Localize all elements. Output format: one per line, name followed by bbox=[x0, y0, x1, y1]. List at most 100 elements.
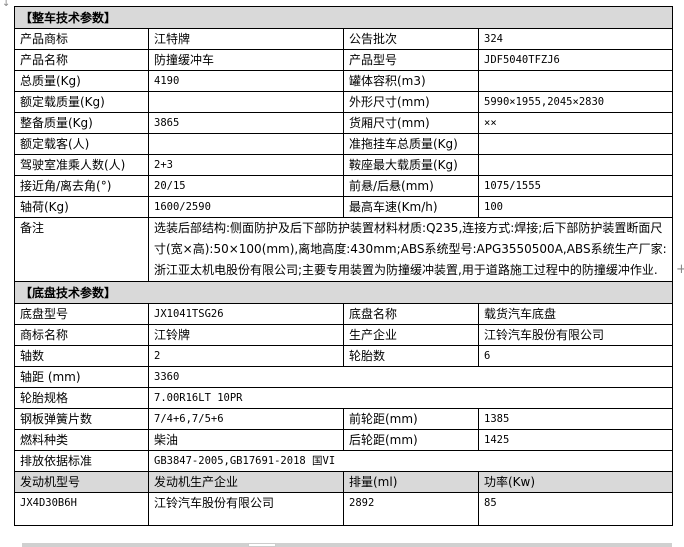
field-label: 总质量(Kg) bbox=[14, 70, 149, 92]
field-value: 5990×1955,2045×2830 bbox=[477, 91, 674, 113]
horizontal-scrollbar[interactable] bbox=[22, 543, 672, 547]
field-label: 产品名称 bbox=[14, 49, 149, 71]
table-row: 驾驶室准乘人数(人) 2+3 鞍座最大载质量(Kg) bbox=[14, 154, 674, 176]
engine-model: JX4D30B6H bbox=[14, 492, 149, 526]
column-header: 功率(Kw) bbox=[477, 471, 674, 493]
field-label: 额定载客(人) bbox=[14, 133, 149, 155]
table-row: 底盘型号 JX1041TSG26 底盘名称 载货汽车底盘 bbox=[14, 303, 674, 325]
field-value: 江铃牌 bbox=[148, 324, 344, 346]
engine-maker: 江铃汽车股份有限公司 bbox=[148, 492, 344, 526]
field-value: 7.00R16LT 10PR bbox=[147, 387, 674, 409]
displacement: 2892 bbox=[343, 492, 479, 526]
spec-table: 【整车技术参数】 产品商标 江特牌 公告批次 324 产品名称 防撞缓冲车 产品型号 JDF5… bbox=[13, 6, 674, 526]
field-label: 前悬/后悬(mm) bbox=[343, 175, 479, 197]
field-label: 公告批次 bbox=[343, 28, 479, 50]
field-label: 产品商标 bbox=[14, 28, 149, 50]
engine-row: JX4D30B6H 江铃汽车股份有限公司 2892 85 bbox=[14, 492, 674, 526]
field-label: 整备质量(Kg) bbox=[14, 112, 149, 134]
field-label: 商标名称 bbox=[14, 324, 149, 346]
field-value: ×× bbox=[477, 112, 674, 134]
field-label: 轮胎数 bbox=[343, 345, 479, 367]
field-value: 柴油 bbox=[148, 429, 344, 451]
field-label: 鞍座最大载质量(Kg) bbox=[343, 154, 479, 176]
vehicle-section-header: 【整车技术参数】 bbox=[13, 6, 674, 29]
field-value: 3865 bbox=[148, 112, 344, 134]
table-row: 产品商标 江特牌 公告批次 324 bbox=[14, 28, 674, 50]
field-label: 轴距 (mm) bbox=[14, 366, 149, 388]
field-label: 准拖挂车总质量(Kg) bbox=[343, 133, 479, 155]
table-row: 燃料种类 柴油 后轮距(mm) 1425 bbox=[14, 429, 674, 451]
column-header: 发动机型号 bbox=[14, 471, 149, 493]
remark-row: 备注 选装后部结构:侧面防护及后下部防护装置材料材质:Q235,连接方式:焊接;… bbox=[14, 217, 674, 282]
field-label: 额定载质量(Kg) bbox=[14, 91, 149, 113]
power: 85 bbox=[477, 492, 674, 526]
scrollbar-thumb[interactable] bbox=[248, 543, 276, 547]
field-label: 最高车速(Km/h) bbox=[343, 196, 479, 218]
field-value: 防撞缓冲车 bbox=[148, 49, 344, 71]
field-label: 产品型号 bbox=[343, 49, 479, 71]
field-label: 罐体容积(m3) bbox=[343, 70, 479, 92]
table-row: 商标名称 江铃牌 生产企业 江铃汽车股份有限公司 bbox=[14, 324, 674, 346]
field-label: 驾驶室准乘人数(人) bbox=[14, 154, 149, 176]
add-row-icon[interactable]: + bbox=[676, 262, 684, 277]
table-row: 产品名称 防撞缓冲车 产品型号 JDF5040TFZJ6 bbox=[14, 49, 674, 71]
chassis-section-header: 【底盘技术参数】 bbox=[13, 281, 674, 304]
section-title: 【整车技术参数】 bbox=[13, 6, 674, 29]
column-header: 发动机生产企业 bbox=[148, 471, 344, 493]
field-label: 排放依据标准 bbox=[14, 450, 149, 472]
table-row: 轮胎规格 7.00R16LT 10PR bbox=[14, 387, 674, 409]
field-label: 外形尺寸(mm) bbox=[343, 91, 479, 113]
field-value: 1075/1555 bbox=[477, 175, 674, 197]
field-value: 2+3 bbox=[148, 154, 344, 176]
field-label: 底盘型号 bbox=[14, 303, 149, 325]
table-row: 总质量(Kg) 4190 罐体容积(m3) bbox=[14, 70, 674, 92]
field-label: 前轮距(mm) bbox=[343, 408, 479, 430]
field-label: 后轮距(mm) bbox=[343, 429, 479, 451]
table-row: 轴距 (mm) 3360 bbox=[14, 366, 674, 388]
field-value bbox=[477, 154, 674, 176]
field-value: GB3847-2005,GB17691-2018 国VI bbox=[147, 450, 674, 472]
table-row: 额定载客(人) 准拖挂车总质量(Kg) bbox=[14, 133, 674, 155]
field-label: 轴荷(Kg) bbox=[14, 196, 149, 218]
table-row: 接近角/离去角(°) 20/15 前悬/后悬(mm) 1075/1555 bbox=[14, 175, 674, 197]
table-row: 轴荷(Kg) 1600/2590 最高车速(Km/h) 100 bbox=[14, 196, 674, 218]
field-value: JDF5040TFZJ6 bbox=[477, 49, 674, 71]
table-row: 额定载质量(Kg) 外形尺寸(mm) 5990×1955,2045×2830 bbox=[14, 91, 674, 113]
field-label: 钢板弹簧片数 bbox=[14, 408, 149, 430]
field-value: 江铃汽车股份有限公司 bbox=[477, 324, 674, 346]
field-value: 3360 bbox=[147, 366, 674, 388]
field-value: 6 bbox=[477, 345, 674, 367]
section-title: 【底盘技术参数】 bbox=[13, 281, 674, 304]
field-value: 1385 bbox=[477, 408, 674, 430]
field-value: JX1041TSG26 bbox=[148, 303, 344, 325]
field-value: 江特牌 bbox=[148, 28, 344, 50]
table-row: 钢板弹簧片数 7/4+6,7/5+6 前轮距(mm) 1385 bbox=[14, 408, 674, 430]
field-label: 燃料种类 bbox=[14, 429, 149, 451]
field-value: 324 bbox=[477, 28, 674, 50]
paragraph-mark-icon: ↓ bbox=[2, 0, 11, 9]
field-value bbox=[477, 70, 674, 92]
field-value: 1600/2590 bbox=[148, 196, 344, 218]
column-header: 排量(ml) bbox=[343, 471, 479, 493]
field-value: 7/4+6,7/5+6 bbox=[148, 408, 344, 430]
table-row: 轴数 2 轮胎数 6 bbox=[14, 345, 674, 367]
field-value: 20/15 bbox=[148, 175, 344, 197]
field-value bbox=[477, 133, 674, 155]
field-label: 货厢尺寸(mm) bbox=[343, 112, 479, 134]
table-row: 整备质量(Kg) 3865 货厢尺寸(mm) ×× bbox=[14, 112, 674, 134]
field-label: 底盘名称 bbox=[343, 303, 479, 325]
field-label: 轴数 bbox=[14, 345, 149, 367]
field-value: 2 bbox=[148, 345, 344, 367]
engine-header-row: 发动机型号 发动机生产企业 排量(ml) 功率(Kw) bbox=[14, 471, 674, 493]
field-value: 载货汽车底盘 bbox=[477, 303, 674, 325]
field-label: 接近角/离去角(°) bbox=[14, 175, 149, 197]
field-value: 1425 bbox=[477, 429, 674, 451]
table-row: 排放依据标准 GB3847-2005,GB17691-2018 国VI bbox=[14, 450, 674, 472]
field-value: 4190 bbox=[148, 70, 344, 92]
field-value bbox=[148, 133, 344, 155]
field-value bbox=[148, 91, 344, 113]
field-label: 生产企业 bbox=[343, 324, 479, 346]
remark-label: 备注 bbox=[14, 217, 149, 282]
field-label: 轮胎规格 bbox=[14, 387, 149, 409]
field-value: 100 bbox=[477, 196, 674, 218]
